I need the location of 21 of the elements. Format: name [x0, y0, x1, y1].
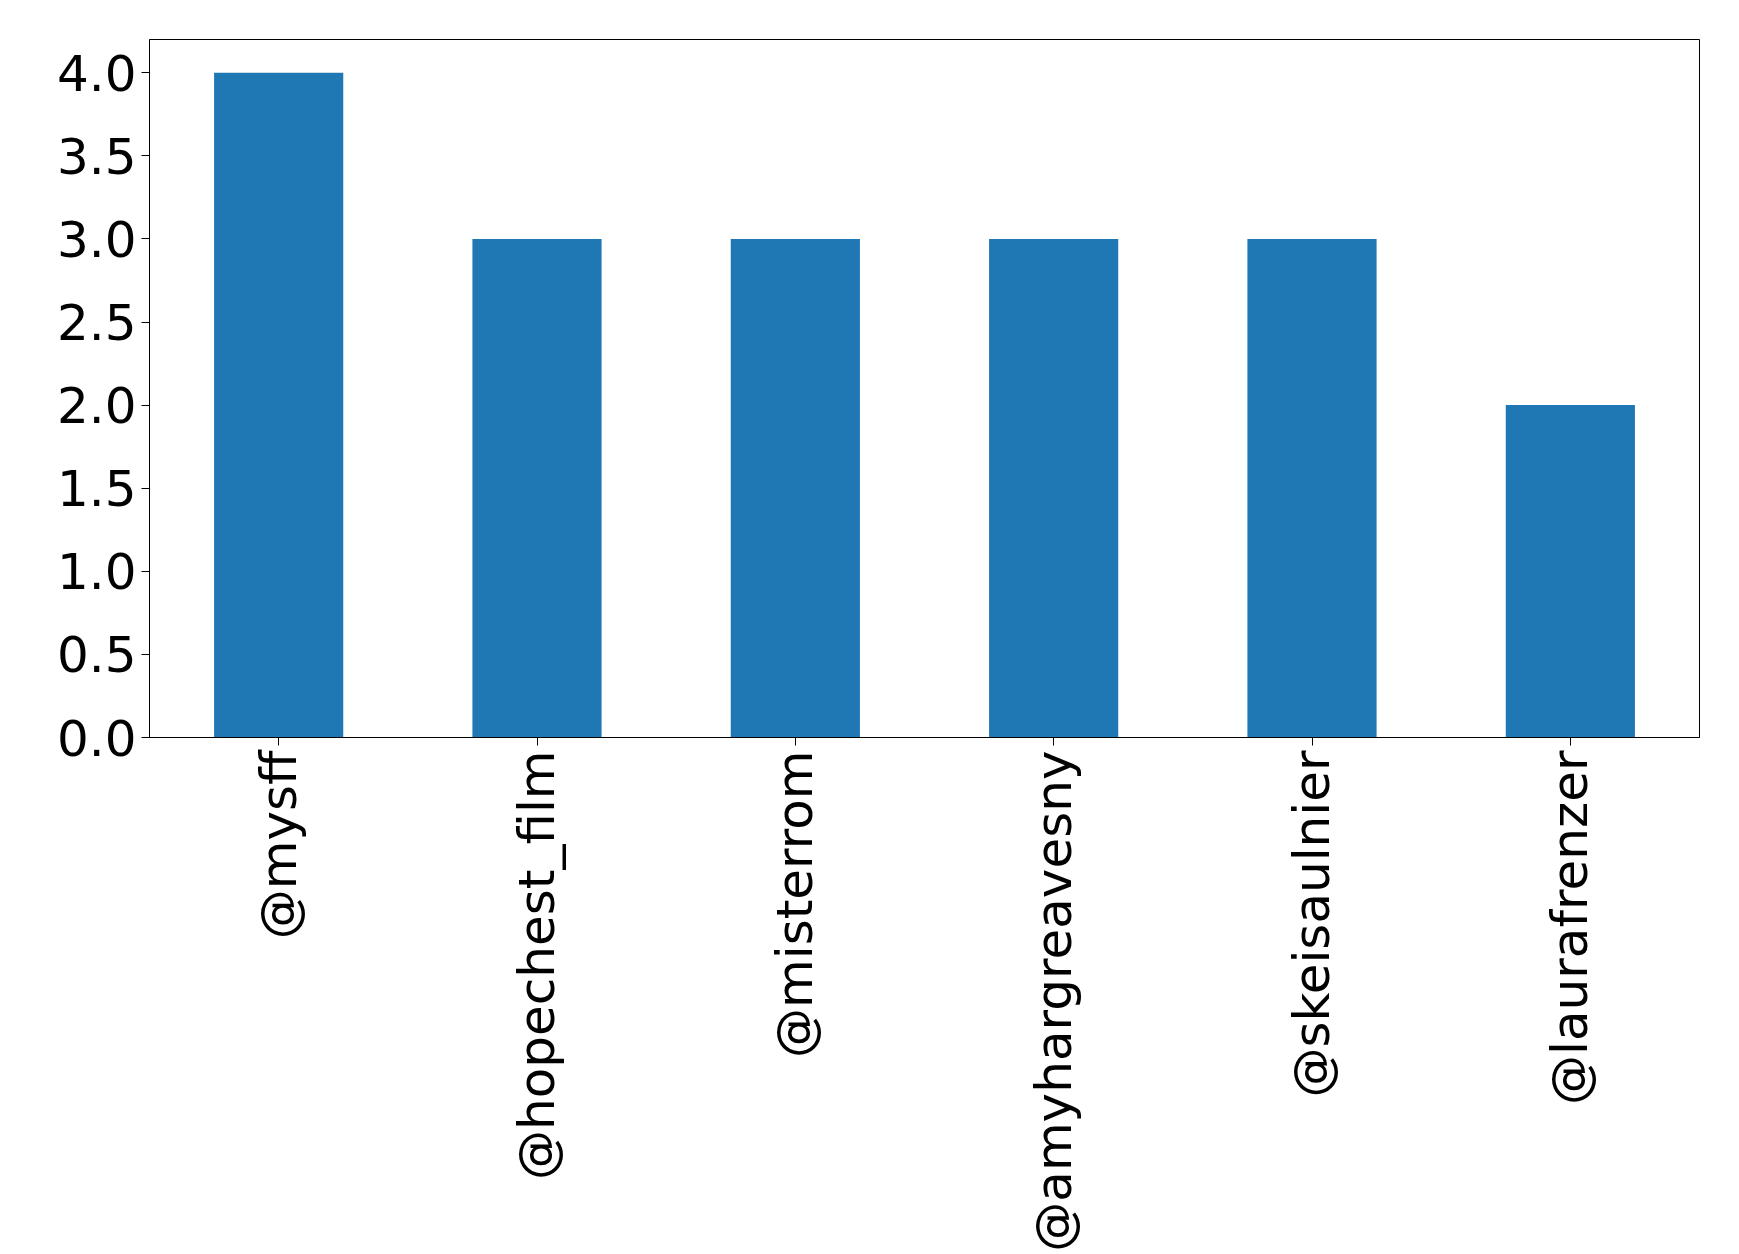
bar	[472, 238, 602, 738]
bar	[730, 238, 860, 738]
x-tick-label: @misterrom	[766, 750, 825, 1058]
y-tick-label: 3.5	[56, 127, 137, 186]
y-tick-label: 0.0	[56, 709, 137, 768]
x-tick-label: @skeisaulnier	[1283, 750, 1341, 1098]
x-tick-label: @hopechest_film	[508, 750, 566, 1180]
x-tick-label: @mysff	[249, 748, 308, 940]
y-tick-label: 1.0	[56, 543, 137, 602]
y-tick-label: 2.0	[56, 377, 137, 436]
y-tick-label: 4.0	[56, 44, 137, 103]
bar	[214, 72, 344, 738]
y-tick-label: 3.0	[56, 210, 137, 269]
bar	[1505, 405, 1635, 738]
bar	[989, 238, 1119, 738]
y-tick-label: 1.5	[56, 460, 137, 519]
x-tick-label: @laurafrenzer	[1541, 750, 1600, 1105]
y-tick-label: 0.5	[56, 626, 137, 685]
x-tick-label: @amyhargreavesny	[1024, 750, 1083, 1252]
y-tick-label: 2.5	[56, 294, 137, 353]
bar	[1247, 238, 1377, 738]
